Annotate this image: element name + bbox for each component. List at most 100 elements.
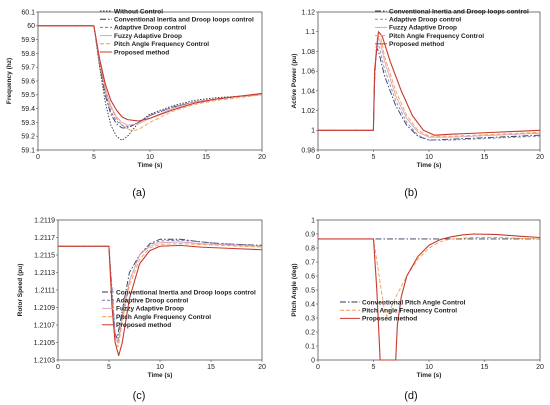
y-tick-label: 1 <box>311 128 315 135</box>
series-line-4 <box>38 25 262 132</box>
x-tick-label: 10 <box>425 154 433 161</box>
x-tick-label: 10 <box>156 364 164 371</box>
y-tick-label: 1.2107 <box>34 322 56 329</box>
y-tick-label: 1.08 <box>301 49 315 56</box>
x-tick-label: 5 <box>372 364 376 371</box>
y-tick-label: 0.6 <box>305 273 315 280</box>
x-tick-label: 5 <box>107 364 111 371</box>
legend-label-1: Adaptive Droop control <box>389 17 461 24</box>
legend-label-1: Pitch Angle Frequency Control <box>362 308 457 315</box>
legend-label-0: Conventional Inertia and Droop loops con… <box>116 289 256 296</box>
legend-label-3: Pitch Angle Frequency Control <box>116 314 211 321</box>
x-tick-label: 10 <box>425 364 433 371</box>
y-tick-label: 0.8 <box>305 245 315 252</box>
x-tick-label: 0 <box>56 364 60 371</box>
x-axis-label: Time (s) <box>138 162 163 169</box>
series-line-1 <box>318 43 540 141</box>
y-tick-label: 0.2 <box>305 329 315 336</box>
y-tick-label: 1.04 <box>301 88 315 95</box>
panel-caption: (c) <box>133 390 146 402</box>
series-line-4 <box>318 31 540 136</box>
y-tick-label: 59.9 <box>21 37 35 44</box>
series-line-2 <box>318 36 540 138</box>
x-tick-label: 15 <box>481 154 489 161</box>
legend: Without Control Conventional Inertia and … <box>100 8 254 56</box>
series-line-2 <box>38 25 262 127</box>
legend-label-0: Conventional Pitch Angle Control <box>362 299 466 306</box>
x-tick-label: 5 <box>372 154 376 161</box>
y-tick-label: 1.2117 <box>34 235 55 242</box>
legend-label-2: Adaptive Droop control <box>114 25 186 32</box>
legend-label-0: Conventional Inertia and Droop loops con… <box>389 8 529 15</box>
y-tick-label: 1.2113 <box>34 270 55 277</box>
y-tick-label: 0.1 <box>305 343 315 350</box>
y-tick-label: 59.2 <box>21 134 35 141</box>
series-line-0 <box>318 46 540 141</box>
x-tick-label: 20 <box>536 154 544 161</box>
legend-label-1: Adaptive Droop control <box>116 298 188 305</box>
y-tick-label: 60 <box>27 23 35 30</box>
y-tick-label: 59.6 <box>21 78 35 85</box>
series-line-3 <box>318 34 540 137</box>
y-tick-label: 59.7 <box>21 65 35 72</box>
legend: Conventional Inertia and Droop loops con… <box>375 8 529 48</box>
x-tick-label: 20 <box>536 364 544 371</box>
x-tick-label: 15 <box>202 154 210 161</box>
y-tick-label: 1.2119 <box>34 217 55 224</box>
x-tick-label: 0 <box>36 154 40 161</box>
y-tick-label: 0.3 <box>305 315 315 322</box>
series-line-0 <box>38 25 262 141</box>
y-tick-label: 1.1 <box>305 29 315 36</box>
panel-caption: (d) <box>404 390 417 402</box>
legend-label-5: Proposed method <box>114 49 169 56</box>
y-tick-label: 59.1 <box>21 147 35 154</box>
legend: Conventional Pitch Angle Control Pitch An… <box>340 299 466 323</box>
legend-label-0: Without Control <box>114 8 163 15</box>
legend-label-1: Conventional Inertia and Droop loops con… <box>114 17 254 24</box>
y-axis-label: Active Power (pu) <box>291 54 298 109</box>
y-tick-label: 1.2103 <box>34 357 56 364</box>
y-tick-label: 1.12 <box>301 9 315 16</box>
y-tick-label: 0.7 <box>305 259 315 266</box>
x-axis-label: Time (s) <box>148 372 173 379</box>
y-tick-label: 59.8 <box>21 51 35 58</box>
x-tick-label: 20 <box>258 154 266 161</box>
x-tick-label: 5 <box>92 154 96 161</box>
plot-frame <box>317 219 541 361</box>
panel-caption: (a) <box>132 187 145 199</box>
series-line-1 <box>318 237 540 318</box>
series-line-4 <box>58 244 262 357</box>
chart-panel-a: 59.1 59.2 59.3 59.4 59.5 59.6 59.7 59.8 59.9 60 60… <box>6 8 266 199</box>
x-tick-label: 15 <box>481 364 489 371</box>
x-tick-label: 20 <box>258 364 266 371</box>
y-tick-label: 59.4 <box>21 106 35 113</box>
y-tick-label: 0.5 <box>305 287 315 294</box>
y-tick-label: 1 <box>311 217 315 224</box>
legend-label-4: Proposed method <box>116 322 171 329</box>
legend-label-2: Fuzzy Adaptive Droop <box>389 25 457 32</box>
x-tick-label: 0 <box>316 364 320 371</box>
y-tick-label: 0.4 <box>305 301 315 308</box>
y-axis-label: Frequency (hz) <box>6 58 13 104</box>
chart-panel-b: 0.98 1 1.02 1.04 1.06 1.08 1.1 1.12 0 5 10 15 20 Time… <box>291 8 544 199</box>
legend-label-4: Pitch Angle Frequency Control <box>114 41 209 48</box>
y-axis-label: Rotor Speed (pu) <box>17 264 24 317</box>
y-tick-label: 1.2111 <box>35 287 55 294</box>
y-tick-label: 59.5 <box>21 92 35 99</box>
y-tick-label: 1.06 <box>301 69 315 76</box>
y-tick-label: 60.1 <box>21 9 35 16</box>
y-tick-label: 1.2109 <box>34 305 56 312</box>
x-tick-label: 0 <box>316 154 320 161</box>
series-line-5 <box>38 25 262 122</box>
y-tick-label: 1.2105 <box>34 340 56 347</box>
x-axis-label: Time (s) <box>417 162 442 169</box>
y-tick-label: 0 <box>311 357 315 364</box>
legend-label-2: Fuzzy Adaptive Droop <box>116 306 184 313</box>
legend-label-4: Proposed method <box>389 41 444 48</box>
chart-panel-c: 1.2103 1.2105 1.2107 1.2109 1.2111 1.2113 1.21… <box>17 217 266 402</box>
x-axis-label: Time (s) <box>417 372 442 379</box>
x-tick-label: 10 <box>146 154 154 161</box>
y-tick-label: 0.98 <box>301 147 315 154</box>
legend-label-3: Fuzzy Adaptive Droop <box>114 33 182 40</box>
